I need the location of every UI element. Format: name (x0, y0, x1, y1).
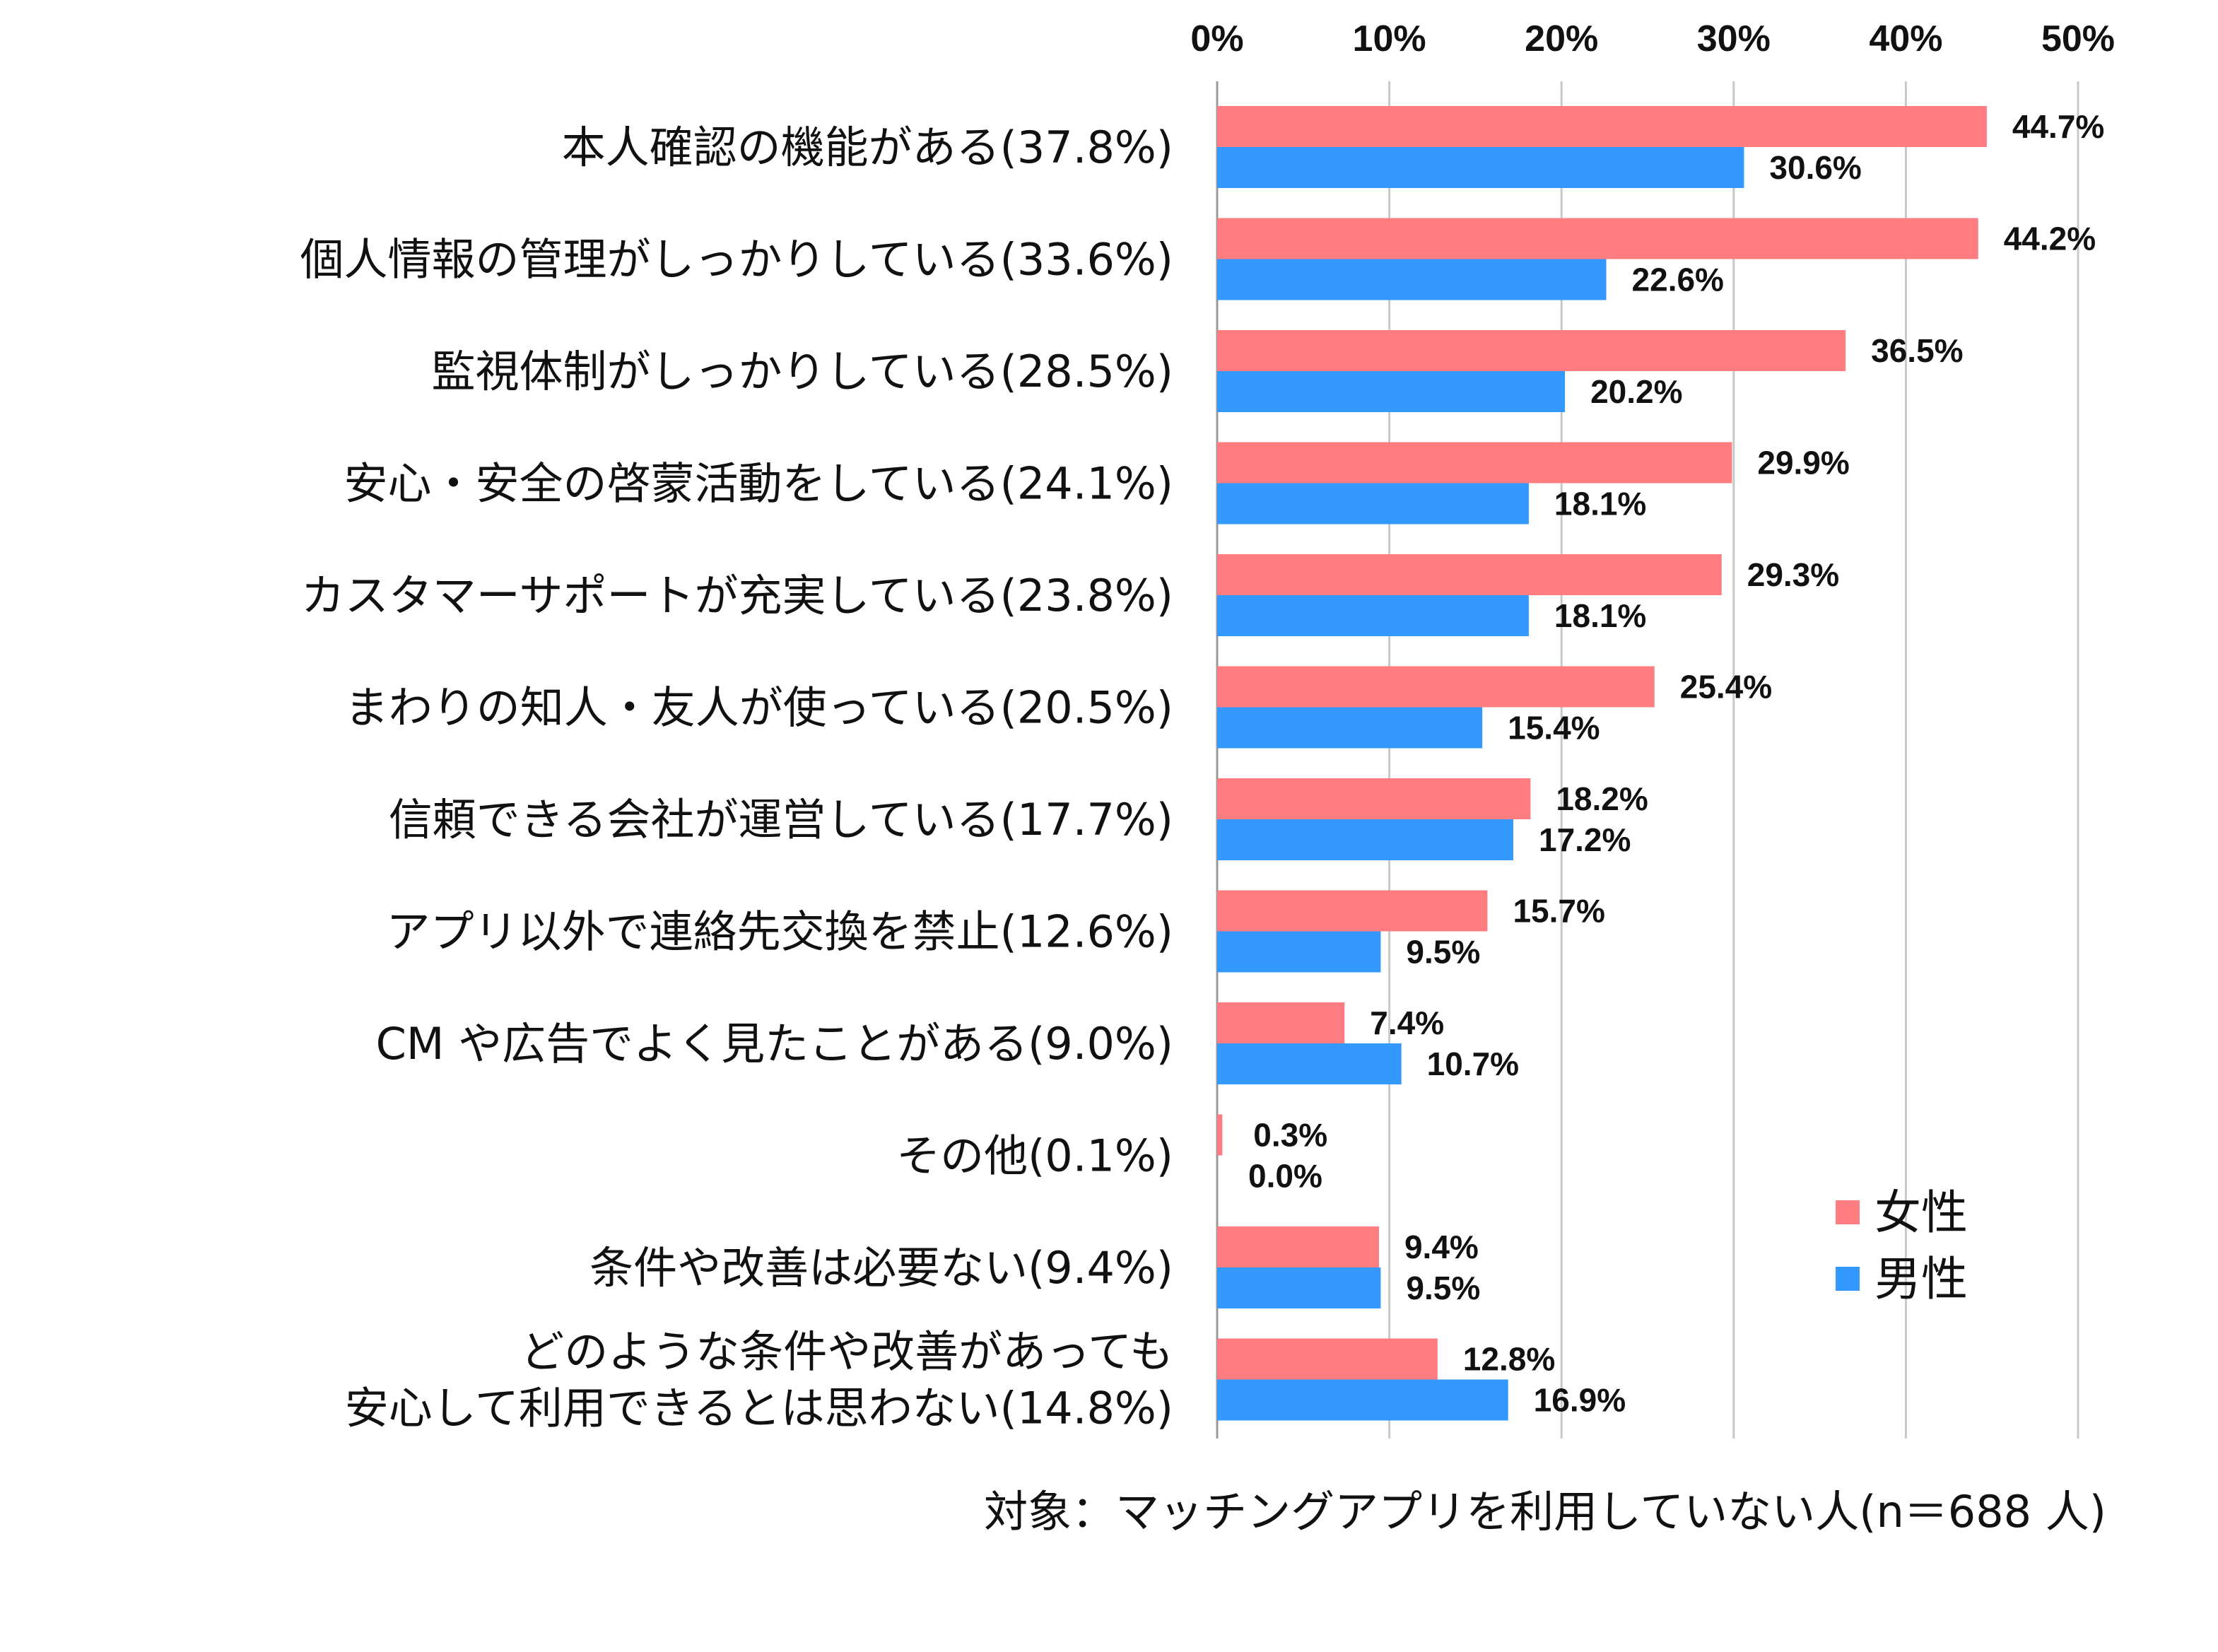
value-label-female: 44.7% (2012, 108, 2104, 145)
value-label-male: 10.7% (1427, 1045, 1519, 1082)
value-label-male: 20.2% (1590, 373, 1682, 410)
footnote: 対象：マッチングアプリを利用していない人(n＝688 人) (984, 1486, 2106, 1537)
bar-male (1217, 1043, 1402, 1084)
category-label: 本人確認の機能がある(37.8%) (562, 122, 1173, 173)
x-tick-label: 30% (1697, 18, 1771, 59)
bar-female (1217, 1114, 1223, 1156)
x-tick-label: 40% (1869, 18, 1942, 59)
bar-female (1217, 778, 1531, 819)
x-tick-label: 50% (2041, 18, 2115, 59)
value-label-female: 29.9% (1757, 445, 1849, 481)
category-label: 監視体制がしっかりしている(28.5%) (432, 346, 1173, 397)
bars (1217, 106, 1987, 1421)
legend-label-male: 男性 (1874, 1252, 1968, 1306)
bar-male (1217, 595, 1529, 636)
value-label-male: 9.5% (1406, 1270, 1480, 1306)
value-label-female: 44.2% (2004, 221, 2096, 257)
bar-female (1217, 554, 1722, 595)
category-label: 信頼できる会社が運営している(17.7%) (389, 794, 1173, 845)
bar-female (1217, 1226, 1379, 1267)
bar-female (1217, 330, 1846, 371)
value-label-female: 29.3% (1747, 556, 1839, 593)
bar-female (1217, 666, 1655, 708)
value-label-male: 18.1% (1554, 486, 1646, 522)
bar-male (1217, 1379, 1508, 1421)
value-label-male: 9.5% (1406, 934, 1480, 971)
legend-label-female: 女性 (1874, 1185, 1968, 1240)
value-labels: 44.7% 30.6% 44.2% 22.6% 36.5% 20.2% 29.9% 18.1%… (1248, 108, 2104, 1419)
category-label: 安心・安全の啓蒙活動をしている(24.1%) (344, 458, 1173, 510)
category-label: 安心して利用できるとは思わない(14.8%) (345, 1383, 1173, 1434)
category-label: まわりの知人・友人が使っている(20.5%) (345, 682, 1173, 734)
bar-male (1217, 1267, 1381, 1308)
category-label: CM や広告でよく見たことがある(9.0%) (376, 1018, 1173, 1070)
legend-swatch-female (1836, 1200, 1860, 1224)
value-label-female: 12.8% (1463, 1341, 1555, 1378)
category-label: どのような条件や改善があっても (520, 1326, 1173, 1378)
value-label-male: 15.4% (1508, 710, 1600, 746)
value-label-male: 22.6% (1632, 262, 1724, 298)
category-label: その他(0.1%) (896, 1130, 1173, 1182)
x-tick-label: 20% (1525, 18, 1598, 59)
value-label-female: 15.7% (1513, 893, 1604, 930)
category-labels: 本人確認の機能がある(37.8%) 個人情報の管理がしっかりしている(33.6%)… (300, 122, 1173, 1434)
category-label: カスタマーサポートが充実している(23.8%) (301, 570, 1173, 621)
bar-male (1217, 707, 1483, 749)
bar-female (1217, 1338, 1438, 1380)
x-tick-label: 0% (1190, 18, 1243, 59)
bar-male (1217, 147, 1744, 188)
bar-male (1217, 259, 1607, 300)
category-label: 個人情報の管理がしっかりしている(33.6%) (300, 234, 1173, 286)
legend-swatch-male (1836, 1267, 1860, 1291)
value-label-female: 9.4% (1404, 1229, 1479, 1265)
bar-female (1217, 106, 1987, 147)
category-label: アプリ以外で連絡先交換を禁止(12.6%) (387, 906, 1173, 958)
value-label-male: 30.6% (1769, 149, 1861, 186)
x-axis-ticks: 0% 10% 20% 30% 40% 50% (1190, 18, 2115, 59)
bar-female (1217, 218, 1978, 259)
value-label-female: 0.3% (1253, 1117, 1327, 1154)
x-tick-label: 10% (1353, 18, 1426, 59)
value-label-male: 0.0% (1248, 1158, 1322, 1195)
value-label-female: 18.2% (1556, 780, 1648, 817)
value-label-female: 36.5% (1871, 332, 1963, 369)
value-label-female: 25.4% (1680, 669, 1772, 705)
value-label-male: 16.9% (1534, 1382, 1626, 1419)
value-label-male: 18.1% (1554, 597, 1646, 634)
gridlines (1216, 81, 2079, 1439)
bar-male (1217, 931, 1381, 973)
bar-female (1217, 442, 1732, 484)
bar-male (1217, 819, 1513, 860)
value-label-female: 7.4% (1370, 1004, 1444, 1041)
bar-male (1217, 483, 1529, 525)
value-label-male: 17.2% (1539, 821, 1631, 858)
bar-female (1217, 890, 1488, 932)
bar-female (1217, 1002, 1345, 1043)
bar-male (1217, 371, 1566, 412)
category-label: 条件や改善は必要ない(9.4%) (589, 1242, 1173, 1294)
